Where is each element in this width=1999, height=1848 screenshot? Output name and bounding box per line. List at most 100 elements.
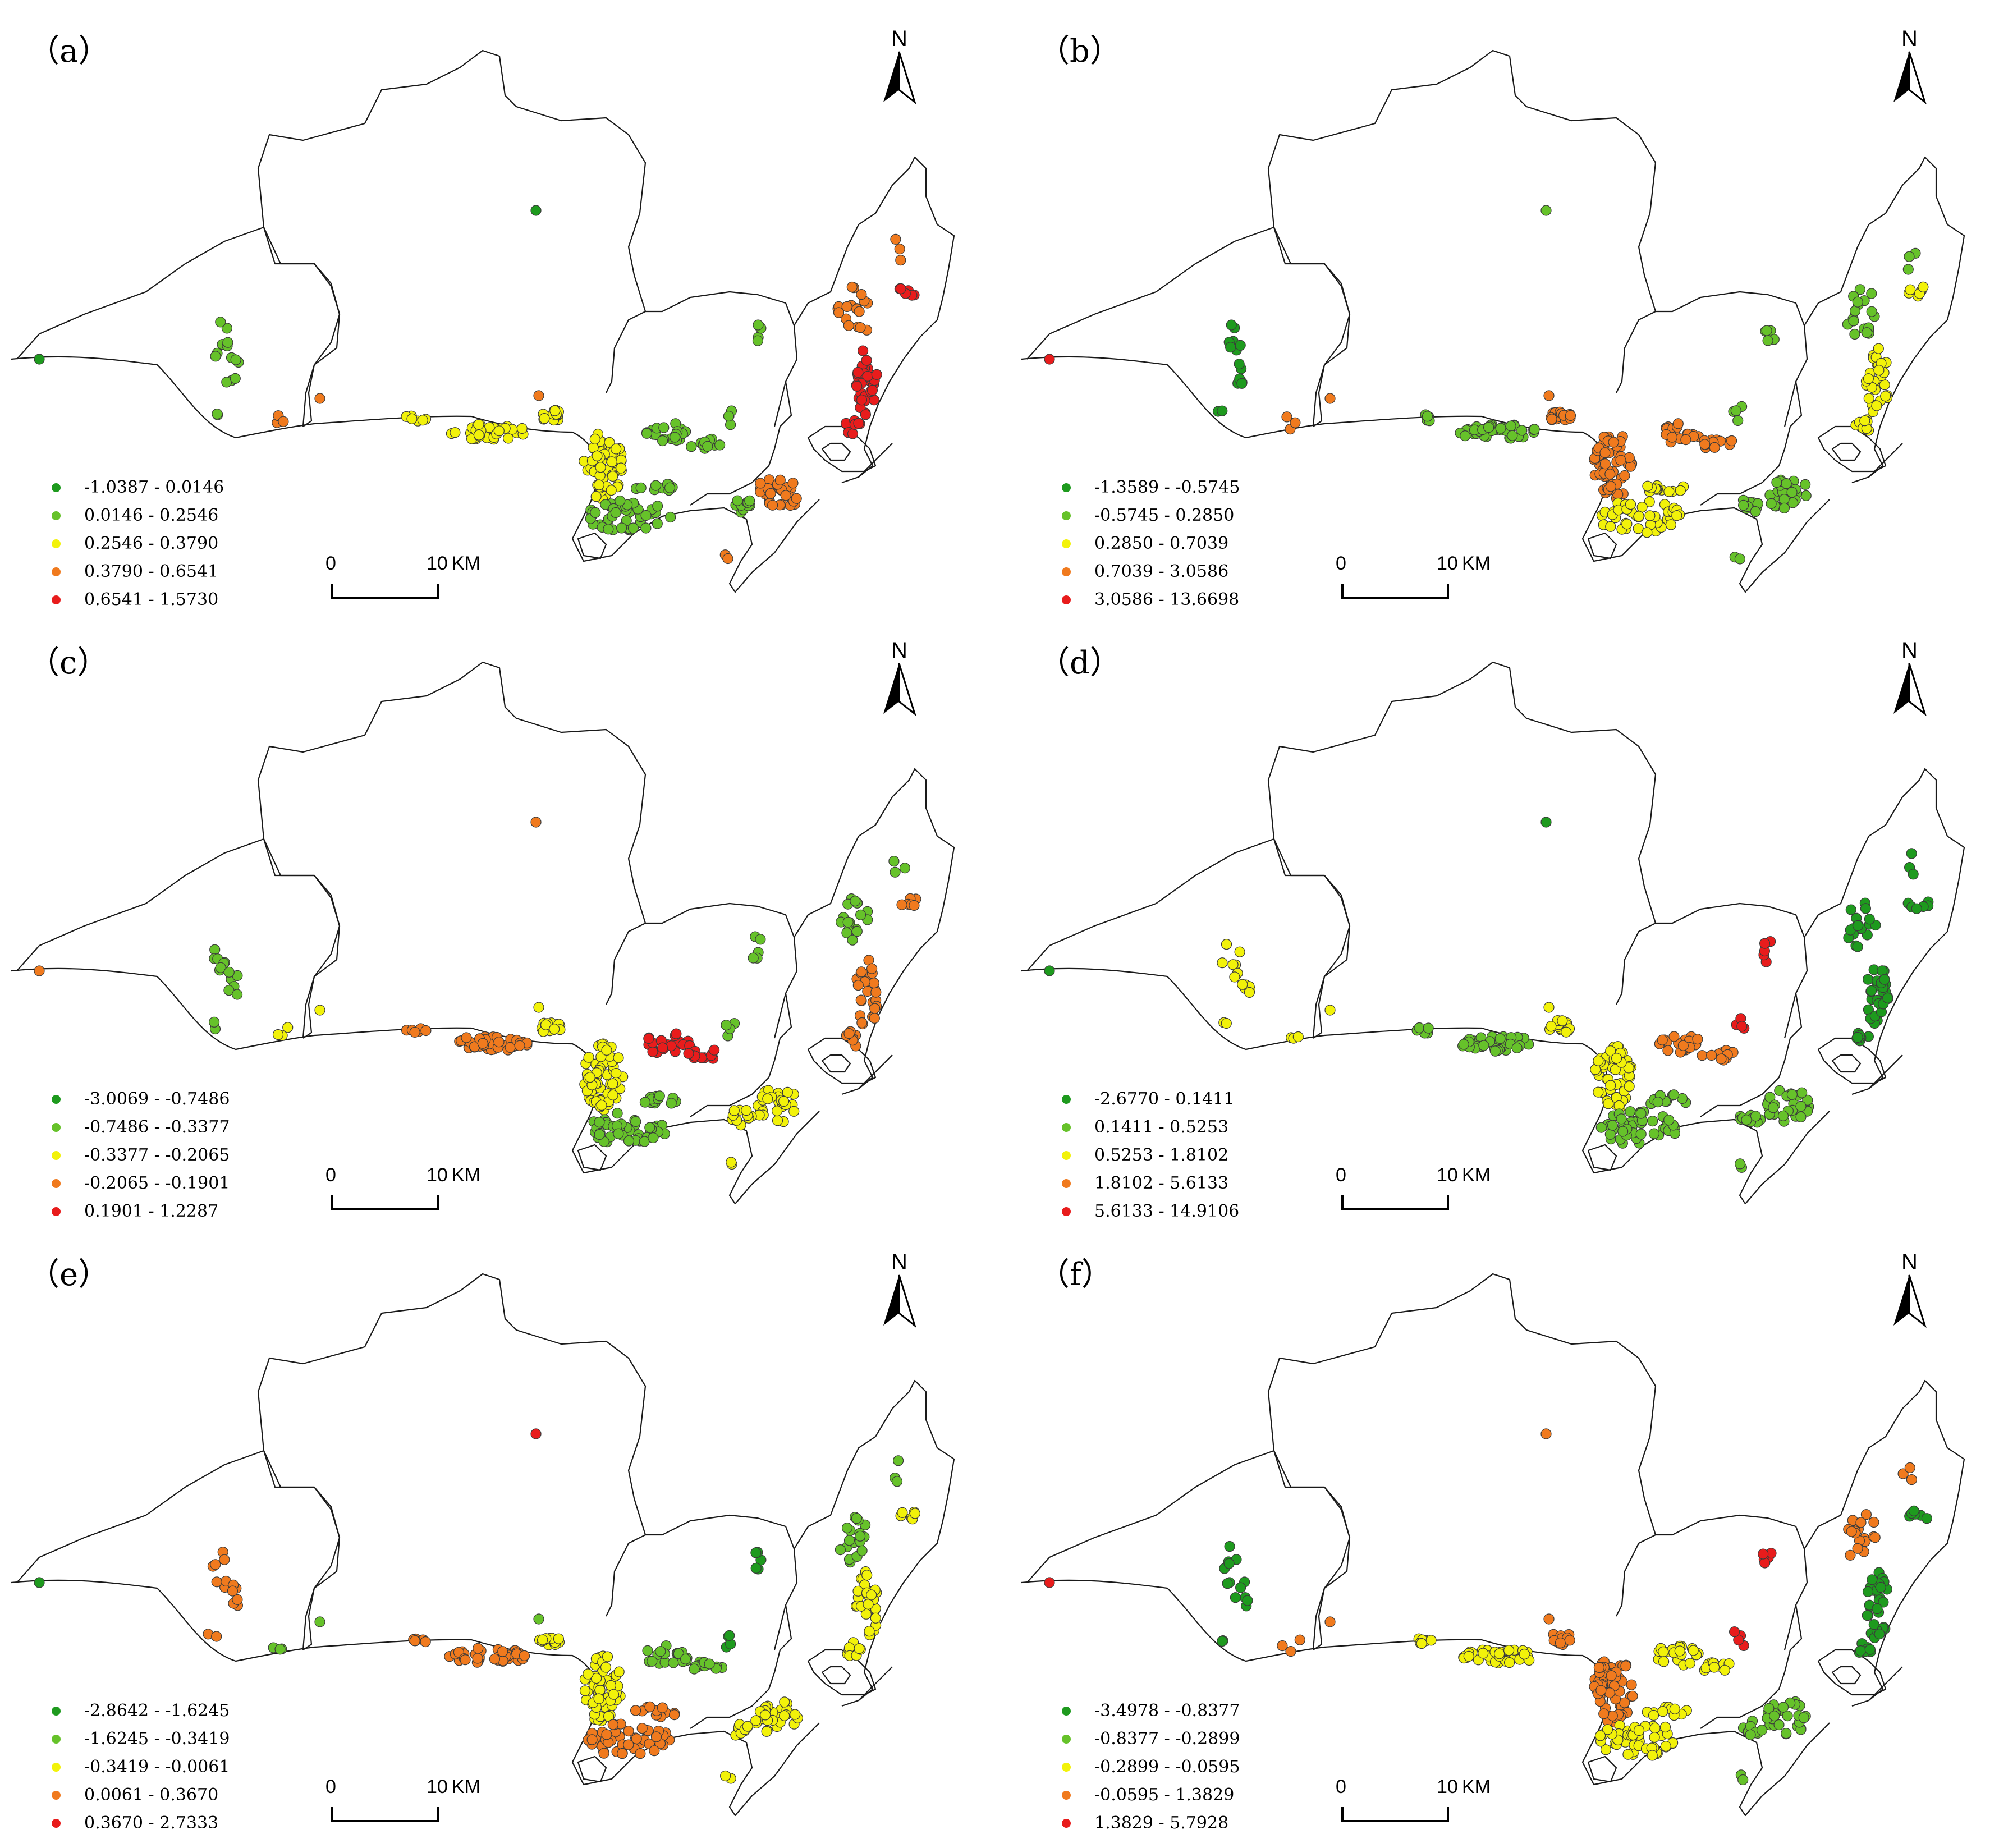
legend-item: -3.4978 - -0.8377 — [1094, 1701, 1240, 1721]
point-city_core — [1619, 470, 1630, 482]
point-west_coast — [314, 1616, 325, 1627]
point-east_mid — [760, 1709, 771, 1721]
point-west_cluster — [1226, 319, 1237, 331]
point-west_cluster — [230, 373, 241, 384]
point-mid_north — [748, 952, 759, 964]
point-east_north — [846, 281, 858, 293]
point-north_point — [1540, 205, 1552, 216]
panel-label: （c） — [28, 645, 108, 681]
point-city_core — [1599, 447, 1611, 458]
point-east_mid — [1777, 1702, 1789, 1713]
point-west_cluster — [1234, 946, 1245, 957]
point-city_core — [604, 437, 615, 448]
point-east_coast — [854, 1643, 865, 1654]
point-east_north — [833, 307, 845, 318]
legend-item: 0.3790 - 0.6541 — [84, 562, 218, 581]
scale-unit: KM — [1462, 1776, 1491, 1797]
point-city_core — [1605, 1045, 1616, 1057]
point-east_north — [1845, 1549, 1856, 1561]
point-east_north — [854, 306, 865, 317]
point-center_coast — [409, 1635, 420, 1647]
point-west_cluster — [232, 1594, 243, 1605]
point-city_core — [595, 462, 606, 473]
point-city_core — [1619, 1697, 1630, 1708]
point-city_east — [1668, 1031, 1680, 1042]
point-east_mid — [1802, 1094, 1813, 1106]
legend-item: 0.0146 - 0.2546 — [84, 506, 218, 525]
point-east_north — [841, 927, 852, 938]
point-east_mid — [780, 490, 791, 501]
point-mid_north — [750, 1562, 762, 1574]
legend-item: 0.6541 - 1.5730 — [84, 590, 218, 609]
point-west_cluster — [1242, 1595, 1253, 1606]
point-city_south — [1659, 1721, 1671, 1733]
point-east_coast — [868, 977, 879, 989]
point-west_cluster — [1217, 957, 1228, 969]
point-east_north — [1866, 288, 1877, 299]
legend-item: 1.3829 - 5.7928 — [1094, 1813, 1228, 1833]
point-city_core — [1555, 1637, 1566, 1649]
point-city_east — [1726, 435, 1737, 447]
point-city_core — [591, 1672, 602, 1684]
point-city_east — [1699, 439, 1711, 450]
point-east_mid — [1734, 1158, 1746, 1170]
point-east_coast — [1852, 1031, 1863, 1043]
point-city_south — [630, 1705, 641, 1716]
north-label: N — [891, 26, 907, 51]
point-east_north — [842, 916, 854, 928]
point-center_coast — [1425, 1635, 1437, 1646]
point-east_north — [1854, 284, 1866, 295]
point-east_coast — [861, 355, 872, 366]
point-east_mid — [789, 1709, 801, 1720]
point-west_cluster — [1237, 979, 1248, 990]
point-city_south — [650, 1731, 662, 1742]
point-east_coast — [1873, 343, 1884, 354]
point-east_coast — [1908, 1505, 1920, 1517]
point-center_coast — [493, 425, 505, 437]
point-city_core — [1626, 1679, 1637, 1690]
point-east_coast — [1918, 281, 1929, 292]
legend-swatch — [52, 1707, 61, 1716]
point-city_south — [616, 522, 627, 534]
point-city_core — [596, 1099, 607, 1111]
point-city_south — [601, 1729, 612, 1740]
point-east_coast — [866, 1589, 877, 1601]
point-east_north — [899, 863, 911, 874]
point-city_core — [611, 443, 622, 455]
point-west_coast — [1324, 1005, 1336, 1016]
point-center_coast — [461, 1032, 472, 1043]
point-west_coast — [314, 393, 325, 404]
point-east_north — [856, 288, 867, 300]
point-east_coast — [1879, 974, 1890, 985]
legend-swatch — [52, 595, 61, 604]
point-east_mid — [1769, 1710, 1780, 1722]
scale-start: 0 — [1336, 1164, 1346, 1186]
point-city_east — [1672, 418, 1684, 429]
point-west_cluster — [215, 962, 226, 973]
legend: -1.0387 - 0.0146 0.0146 - 0.2546 0.2546 - … — [52, 478, 224, 609]
point-east_north — [1866, 306, 1877, 317]
point-city_south — [640, 522, 652, 534]
point-city_core — [583, 1668, 594, 1680]
point-far_west — [1044, 354, 1055, 365]
point-west_cluster — [1225, 342, 1236, 353]
point-city_east — [1674, 1645, 1685, 1657]
scale-bar: 0 10 KM — [1336, 1776, 1491, 1822]
point-city_core — [1605, 1080, 1616, 1091]
point-west_cluster — [1227, 959, 1239, 970]
point-city_core — [1608, 437, 1619, 448]
point-city_east — [669, 432, 681, 443]
point-west_coast — [282, 1022, 294, 1033]
point-city_core — [602, 1651, 613, 1662]
panel-d: （d） -2.6770 - 0.1411 0.1411 - 0.5253 0.5253… — [1020, 638, 1965, 1221]
point-east_mid — [1800, 490, 1812, 501]
point-east_coast — [1863, 393, 1874, 404]
panel-label: （f） — [1038, 1257, 1113, 1293]
point-east_north — [851, 1512, 863, 1524]
point-city_south — [1602, 1724, 1613, 1735]
legend: -3.0069 - -0.7486 -0.7486 - -0.3377 -0.337… — [52, 1089, 230, 1221]
point-north_point — [1540, 817, 1552, 828]
point-east_coast — [856, 1017, 868, 1029]
legend-swatch — [1062, 1791, 1071, 1800]
